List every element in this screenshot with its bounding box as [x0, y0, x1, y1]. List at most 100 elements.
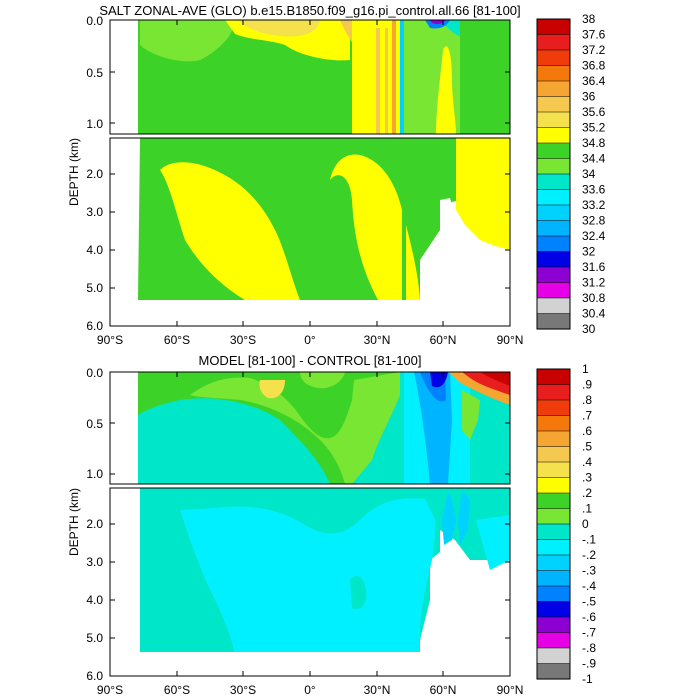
- panel-2-ylabel: DEPTH (km): [67, 488, 81, 556]
- colorbar-label: .8: [582, 393, 592, 407]
- panel-1-x-axis: 90°S 60°S 30°S 0° 30°N 60°N 90°N: [97, 333, 523, 347]
- colorbar-swatch: [536, 49, 571, 67]
- panel-1-y-axis: 0.0 0.5 1.0 2.0 3.0 4.0 5.0 6.0: [86, 14, 103, 333]
- panel-2-ytick: 1.0: [86, 467, 103, 481]
- colorbar-label: .3: [582, 471, 592, 485]
- panel-2-ytick: 6.0: [86, 669, 103, 683]
- panel-2-title: MODEL [81-100] - CONTROL [81-100]: [198, 353, 421, 368]
- panel-1-xtick: 30°S: [230, 333, 256, 347]
- colorbar-label: 34.8: [582, 136, 606, 150]
- colorbar-swatch: [536, 508, 571, 525]
- colorbar-label: -.5: [582, 595, 596, 609]
- colorbar-label: 30: [582, 322, 596, 336]
- panel-1-xtick: 60°S: [164, 333, 190, 347]
- colorbar-swatch: [536, 570, 571, 587]
- colorbar-label: 33.6: [582, 183, 606, 197]
- colorbar-swatch: [536, 34, 571, 51]
- panel-1-ytick: 4.0: [86, 243, 103, 257]
- colorbar-swatch: [536, 492, 571, 510]
- panel-2-ytick: 3.0: [86, 555, 103, 569]
- panel-2-xtick: 60°S: [164, 683, 190, 697]
- colorbar-label: -.7: [582, 626, 596, 640]
- colorbar-label: -.1: [582, 533, 596, 547]
- colorbar-label: 34.4: [582, 152, 606, 166]
- colorbar-swatch: [536, 523, 571, 541]
- colorbar-label: 31.6: [582, 260, 606, 274]
- colorbar-label: 30.8: [582, 291, 606, 305]
- panel-2-ytick: 2.0: [86, 517, 103, 531]
- colorbar-swatch: [536, 173, 571, 191]
- colorbar-label: 33.2: [582, 198, 606, 212]
- colorbar-label: -.3: [582, 564, 596, 578]
- panel-2-xtick: 30°S: [230, 683, 256, 697]
- colorbar-swatch: [536, 251, 571, 268]
- colorbar-label: 38: [582, 12, 596, 26]
- panel-2-upper-field: [110, 372, 510, 484]
- panel-2-ytick: 0.5: [86, 417, 103, 431]
- colorbar-swatch: [536, 282, 571, 299]
- colorbar-swatch: [536, 313, 571, 330]
- colorbar-label: .7: [582, 409, 592, 423]
- colorbar-swatch: [536, 554, 571, 572]
- colorbar-label: -1: [582, 672, 593, 686]
- colorbar-swatch: [536, 80, 571, 98]
- colorbar-swatch: [536, 65, 571, 82]
- colorbar-label: 1: [582, 362, 589, 376]
- panel-2-xtick: 0°: [304, 683, 316, 697]
- panel-1-ytick: 1.0: [86, 117, 103, 131]
- colorbar-label: .6: [582, 424, 592, 438]
- colorbar-label: .2: [582, 486, 592, 500]
- panel-1-ytick: 0.0: [86, 14, 103, 28]
- colorbar-swatch: [536, 647, 571, 665]
- panel-2-ytick: 0.0: [86, 366, 103, 380]
- colorbar-swatch: [536, 142, 571, 160]
- colorbar-swatch: [536, 632, 571, 649]
- colorbar-label: .9: [582, 378, 592, 392]
- panel-2-ytick: 5.0: [86, 631, 103, 645]
- colorbar-label: .4: [582, 455, 592, 469]
- panel-2-xtick: 30°N: [364, 683, 391, 697]
- panel-1-xtick: 90°S: [97, 333, 123, 347]
- colorbar-label: 37.6: [582, 28, 606, 42]
- colorbar-label: -.4: [582, 579, 596, 593]
- colorbar-label: 32: [582, 245, 596, 259]
- colorbar-label: 36.8: [582, 59, 606, 73]
- colorbar-swatch: [536, 189, 571, 206]
- panel-1-xtick: 90°N: [497, 333, 524, 347]
- colorbar-label: -.9: [582, 657, 596, 671]
- colorbar-label: -.2: [582, 548, 596, 562]
- panel-2-xtick: 90°N: [497, 683, 524, 697]
- colorbar-swatch: [536, 297, 571, 315]
- panel-1-ytick: 5.0: [86, 281, 103, 295]
- panel-2-xtick: 90°S: [97, 683, 123, 697]
- colorbar-label: -.8: [582, 641, 596, 655]
- colorbar-swatch: [536, 18, 571, 36]
- panel-difference: MODEL [81-100] - CONTROL [81-100]: [67, 353, 596, 697]
- colorbar-swatch: [536, 415, 571, 432]
- panel-1-ytick: 6.0: [86, 319, 103, 333]
- panel-1-xtick: 0°: [304, 333, 316, 347]
- colorbar-swatch: [536, 539, 571, 556]
- colorbar-label: .5: [582, 440, 592, 454]
- colorbar-label: 32.8: [582, 214, 606, 228]
- panel-1-ytick: 3.0: [86, 205, 103, 219]
- panel-1-tick-marks: [109, 19, 511, 327]
- colorbar-swatch: [536, 446, 571, 463]
- colorbar-label: 32.4: [582, 229, 606, 243]
- colorbar-label: 37.2: [582, 43, 606, 57]
- colorbar-swatch: [536, 477, 571, 494]
- colorbar-swatch: [536, 585, 571, 603]
- panel-2-tick-marks: [109, 371, 511, 677]
- colorbar-swatch: [536, 430, 571, 448]
- colorbar-label: 31.2: [582, 276, 606, 290]
- colorbar-swatch: [536, 663, 571, 680]
- panel-2-lower-field: [110, 488, 510, 676]
- panel-2-ytick: 4.0: [86, 593, 103, 607]
- colorbar-swatch: [536, 266, 571, 284]
- colorbar-label: 35.2: [582, 121, 606, 135]
- colorbar-swatch: [536, 368, 571, 386]
- colorbar-label: 0: [582, 517, 589, 531]
- panel-1-upper-field: [110, 20, 510, 134]
